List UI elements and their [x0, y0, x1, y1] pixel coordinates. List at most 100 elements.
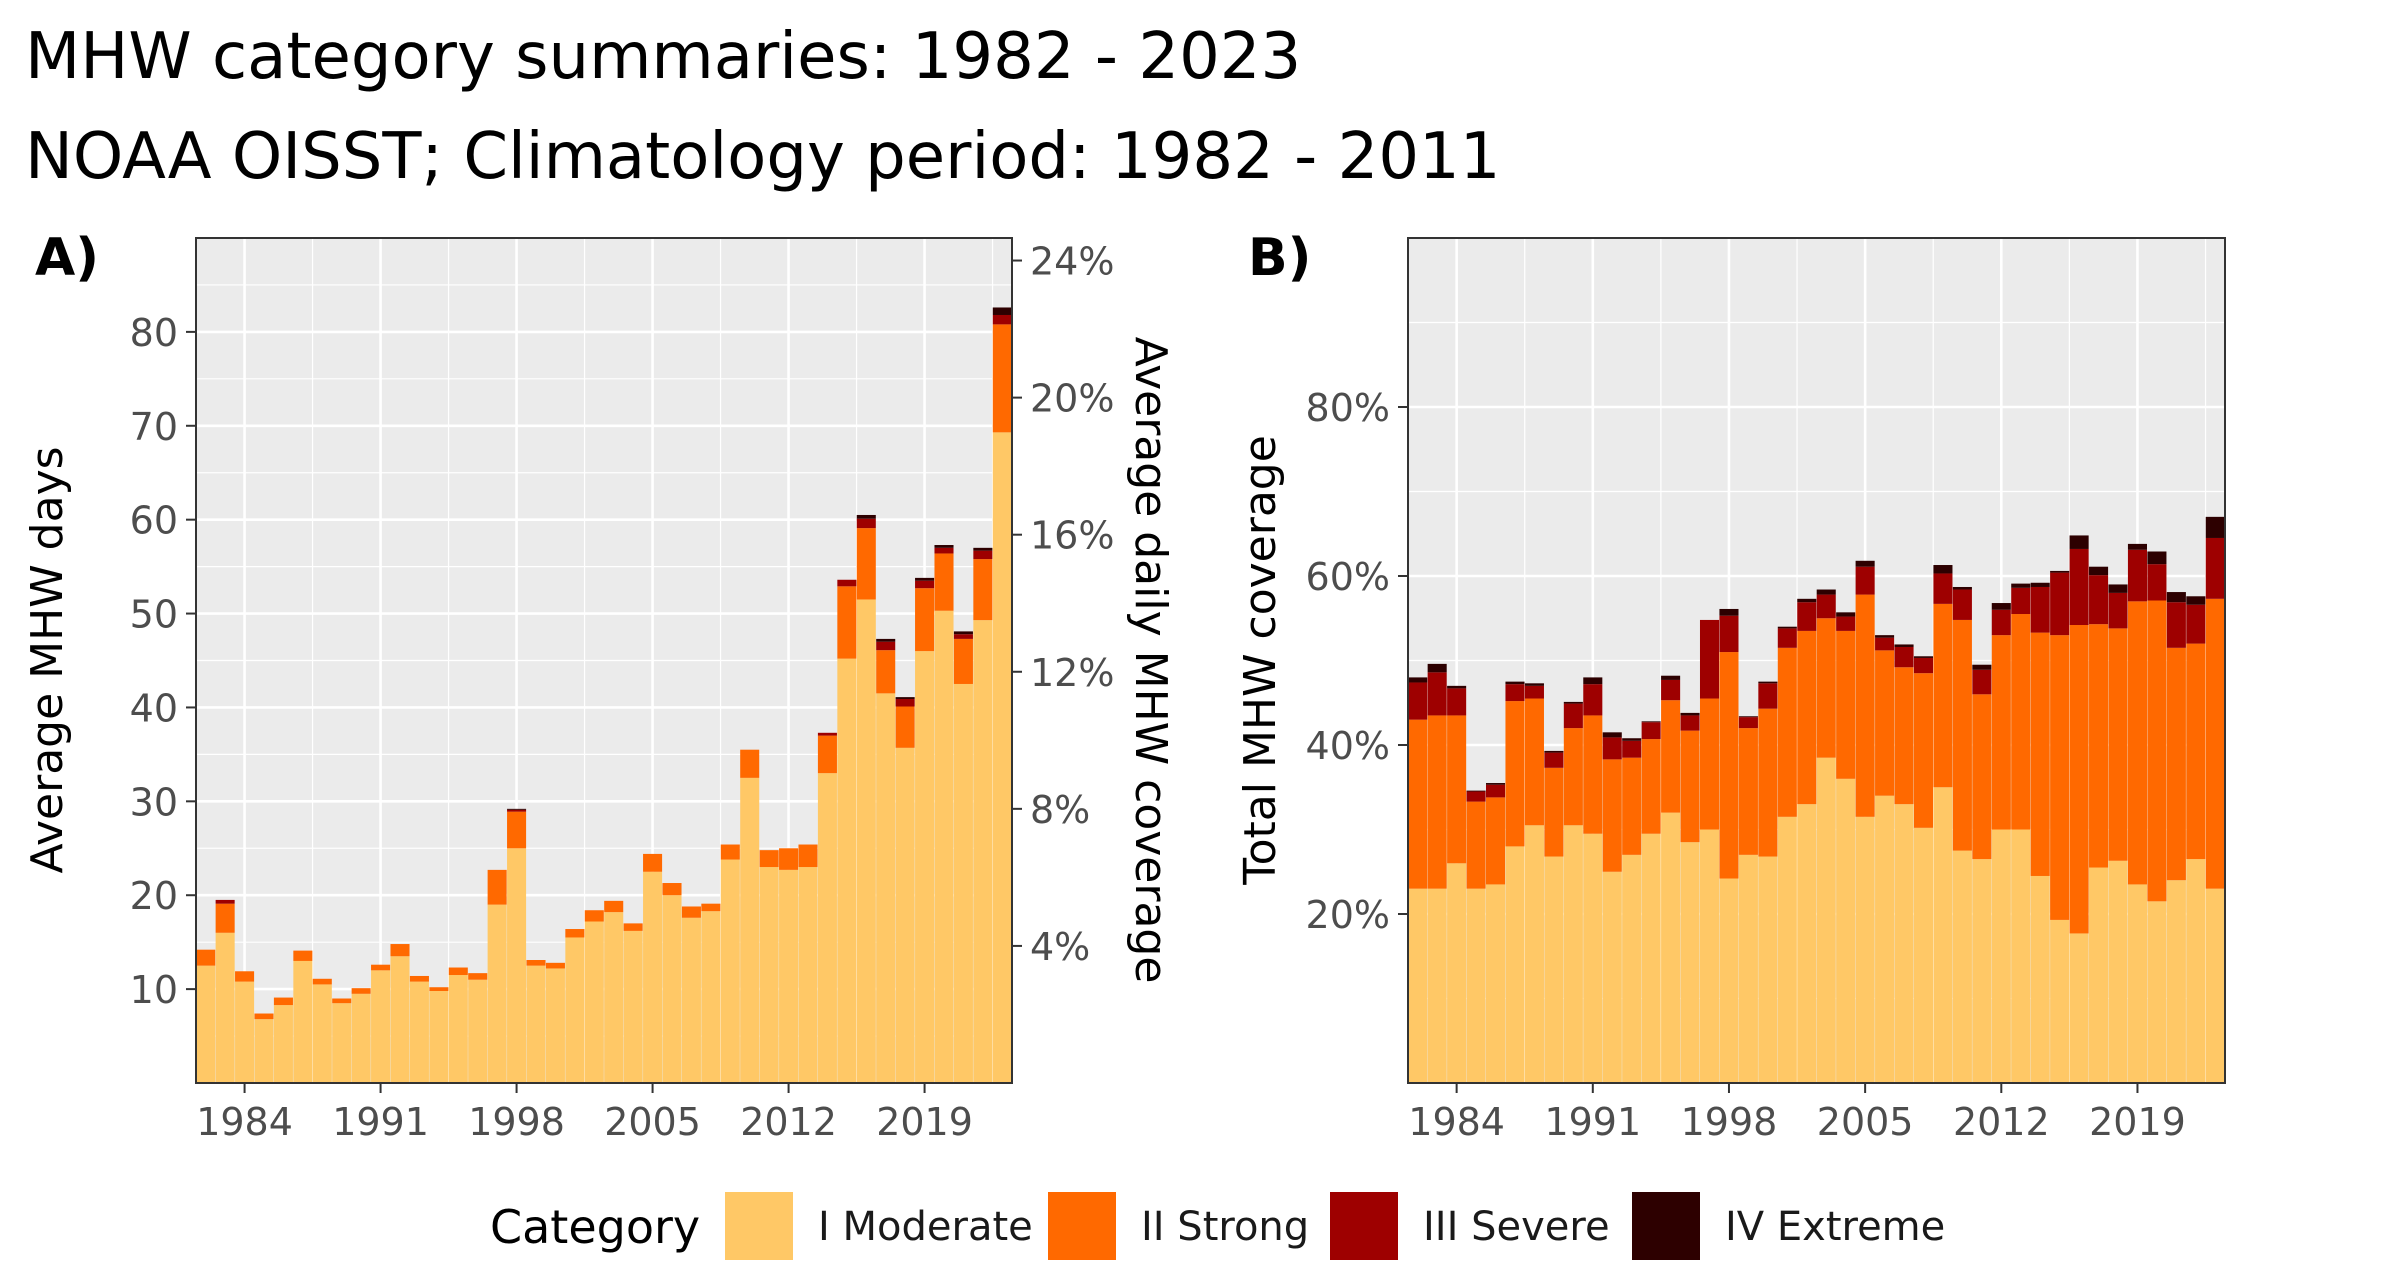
bar-segment [1758, 708, 1778, 857]
bar-segment [1427, 888, 1447, 1083]
bar-segment [1777, 647, 1797, 817]
bar-segment [1486, 783, 1506, 785]
y-tick-label: 40% [1306, 724, 1390, 768]
bar-segment [1408, 677, 1428, 683]
bar-segment [312, 984, 332, 1083]
bar-segment [934, 547, 954, 554]
bar-segment [1894, 644, 1914, 647]
bar-segment [1486, 797, 1506, 885]
bar-segment [2050, 635, 2070, 920]
y2-tick-label: 8% [1030, 788, 1090, 832]
bar-segment [526, 960, 546, 966]
bar-segment [2186, 604, 2206, 644]
bar-segment [1524, 685, 1544, 699]
figure-title-line2: NOAA OISST; Climatology period: 1982 - 2… [25, 120, 1500, 194]
panel-b-bars [1408, 516, 2225, 1083]
bar-segment [953, 638, 973, 684]
bar-segment [507, 811, 527, 849]
bar-segment [2127, 549, 2147, 602]
bar-segment [973, 547, 993, 551]
panel-a-secondary-y-axis: 4% 8% 12% 16% 20% 24% [1012, 240, 1114, 969]
x-tick-label: 1984 [196, 1100, 293, 1144]
bar-segment [1583, 684, 1603, 716]
bar-segment [2108, 592, 2128, 629]
bar-segment [1875, 637, 1895, 651]
x-tick-label: 2012 [1953, 1100, 2050, 1144]
y2-tick-label: 4% [1030, 925, 1090, 969]
bar-segment [1738, 716, 1758, 718]
bar-segment [934, 610, 954, 1083]
bar-segment [1505, 684, 1525, 702]
bar-segment [507, 809, 527, 812]
panel-a-plot-border [195, 237, 1013, 1084]
bar-segment [2147, 551, 2167, 565]
bar-segment [604, 900, 624, 913]
bar-segment [1641, 722, 1661, 740]
bar-segment [876, 641, 896, 651]
bar-segment [429, 987, 449, 991]
bar-segment [2147, 901, 2167, 1083]
bar-segment [1447, 863, 1467, 1083]
bar-segment [2011, 583, 2031, 588]
bar-segment [565, 929, 585, 938]
bar-segment [1913, 827, 1934, 1083]
bar-segment [2166, 592, 2186, 603]
bar-segment [2050, 570, 2070, 573]
bar-segment [1486, 884, 1506, 1083]
bar-segment [992, 307, 1012, 315]
bar-segment [2030, 582, 2050, 587]
bar-segment [1777, 816, 1797, 1083]
bar-segment [196, 949, 216, 966]
bar-segment [1466, 888, 1486, 1083]
bar-segment [1933, 573, 1953, 604]
bar-segment [798, 844, 818, 868]
bar-segment [1408, 682, 1428, 720]
bar-segment [2205, 888, 2225, 1083]
x-tick-label: 2019 [2089, 1100, 2186, 1144]
bar-segment [1816, 594, 1836, 619]
bar-segment [215, 932, 235, 1083]
bar-segment [953, 631, 973, 635]
bar-segment [1913, 656, 1934, 658]
bar-segment [1622, 854, 1642, 1083]
bar-segment [1719, 652, 1739, 879]
bar-segment [1563, 825, 1583, 1083]
bar-segment [584, 921, 604, 1083]
bar-segment [1408, 719, 1428, 889]
bar-segment [1505, 846, 1525, 1083]
bar-segment [1408, 888, 1428, 1083]
bar-segment [507, 848, 527, 1083]
bar-segment [1699, 829, 1720, 1083]
bar-segment [1777, 628, 1797, 648]
bar-segment [254, 1019, 274, 1083]
x-tick-label: 1991 [1544, 1100, 1641, 1144]
panel-a-y-axis-title: Average MHW days [22, 446, 73, 873]
bar-segment [2089, 566, 2109, 576]
bar-segment [1972, 669, 1992, 695]
bar-segment [779, 848, 799, 870]
bar-segment [448, 967, 468, 976]
bar-segment [876, 693, 896, 1083]
bar-segment [1544, 752, 1564, 768]
bar-segment [1641, 721, 1661, 723]
bar-segment [1563, 703, 1583, 729]
bar-segment [390, 944, 410, 957]
bar-segment [1602, 871, 1622, 1083]
bar-segment [915, 580, 935, 589]
x-tick-label: 2012 [740, 1100, 837, 1144]
bar-segment [973, 559, 993, 621]
y2-tick-label: 16% [1030, 514, 1114, 558]
bar-segment [837, 579, 857, 587]
y-tick-label: 10 [130, 968, 178, 1012]
legend-title: Category [490, 1200, 700, 1254]
bar-segment [254, 1013, 274, 1020]
bar-segment [312, 978, 332, 985]
bar-segment [2205, 516, 2225, 538]
bar-segment [1836, 616, 1856, 631]
bar-segment [1661, 700, 1681, 813]
bar-segment [1972, 694, 1992, 860]
y-tick-label: 80 [130, 311, 178, 355]
bar-segment [915, 588, 935, 652]
bar-segment [1427, 715, 1447, 889]
bar-segment [1952, 850, 1972, 1083]
